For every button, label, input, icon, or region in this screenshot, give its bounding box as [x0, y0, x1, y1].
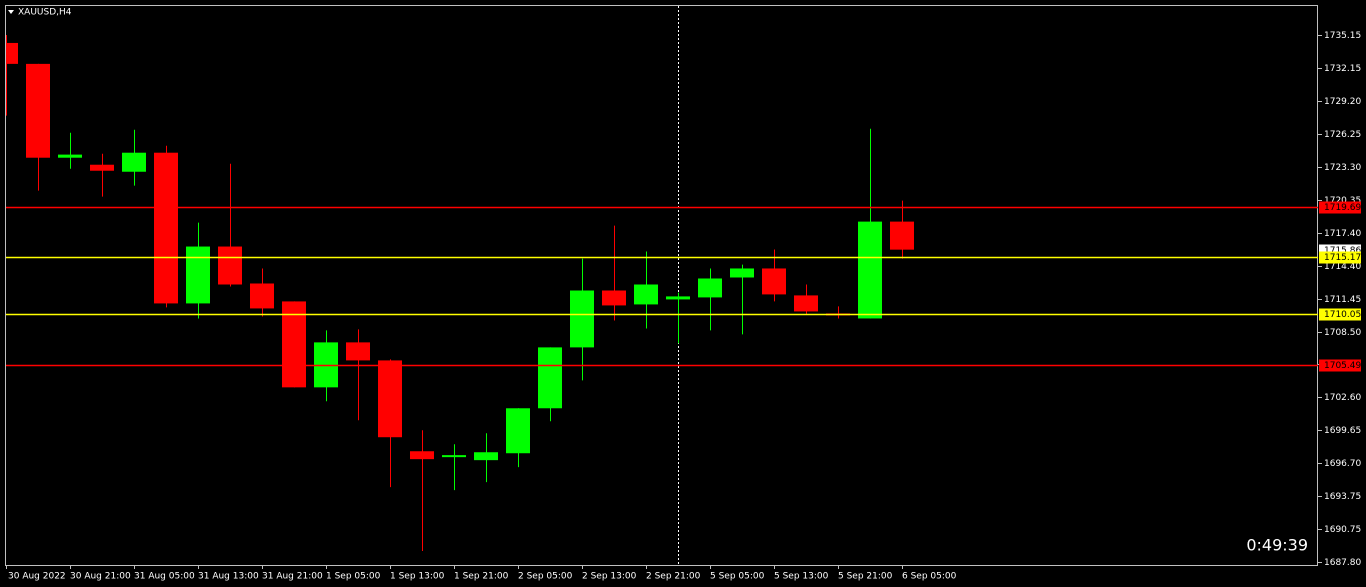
y-tick-label: 1729.20 — [1324, 97, 1361, 107]
x-tick-label: 30 Aug 2022 — [8, 572, 66, 582]
x-tick-label: 1 Sep 21:00 — [454, 572, 509, 582]
candle-body — [346, 342, 370, 361]
y-tick-label: 1708.50 — [1324, 328, 1361, 338]
candle-body — [794, 295, 818, 312]
candle-body — [570, 290, 594, 348]
price-level-box — [1319, 201, 1361, 214]
candle-body — [602, 290, 626, 306]
price-level-label: 1715.17 — [1324, 253, 1361, 263]
y-tick-label: 1699.65 — [1324, 426, 1361, 436]
y-tick-label: 1714.40 — [1324, 262, 1361, 272]
candle-body — [6, 42, 18, 64]
price-level-box — [1319, 251, 1361, 264]
current-price-label: 1715.86 — [1324, 246, 1361, 256]
candle-body — [762, 268, 786, 295]
y-tick-label: 1696.70 — [1324, 459, 1361, 469]
candle-body — [474, 452, 498, 461]
candle-body — [634, 284, 658, 305]
y-tick-label: 1717.40 — [1324, 229, 1361, 239]
x-tick-label: 2 Sep 21:00 — [646, 572, 701, 582]
bar-timer: 0:49:39 — [1246, 536, 1308, 555]
x-tick-label: 1 Sep 13:00 — [390, 572, 445, 582]
y-tick-label: 1702.60 — [1324, 393, 1361, 403]
candle-body — [250, 283, 274, 309]
candle-body — [378, 360, 402, 438]
candle-body — [410, 451, 434, 460]
candle-body — [858, 221, 882, 319]
x-tick-label: 5 Sep 21:00 — [838, 572, 893, 582]
menu-arrow[interactable] — [8, 10, 14, 14]
price-level-label: 1705.49 — [1324, 361, 1361, 371]
candle-body — [890, 221, 914, 250]
x-tick-label: 30 Aug 21:00 — [70, 572, 131, 582]
x-tick-label: 2 Sep 13:00 — [582, 572, 637, 582]
price-level-box — [1319, 359, 1361, 372]
price-level-label: 1710.05 — [1324, 310, 1361, 320]
symbol-title: XAUUSD,H4 — [18, 8, 72, 18]
y-tick-label: 1735.15 — [1324, 31, 1361, 41]
x-tick-label: 2 Sep 05:00 — [518, 572, 573, 582]
x-tick-label: 31 Aug 21:00 — [262, 572, 323, 582]
candle-body — [666, 296, 690, 300]
candle-body — [58, 154, 82, 158]
candle-body — [698, 278, 722, 298]
x-tick-label: 6 Sep 05:00 — [902, 572, 957, 582]
price-level-label: 1719.69 — [1324, 203, 1361, 213]
x-tick-label: 5 Sep 05:00 — [710, 572, 765, 582]
candle-body — [538, 347, 562, 409]
y-tick-label: 1687.80 — [1324, 558, 1361, 568]
y-tick-label: 1690.75 — [1324, 525, 1361, 535]
y-tick-label: 1711.45 — [1324, 295, 1361, 305]
x-tick-label: 1 Sep 05:00 — [326, 572, 381, 582]
candle-body — [154, 152, 178, 304]
candle-body — [730, 268, 754, 278]
y-tick-label: 1693.75 — [1324, 492, 1361, 502]
candle-body — [282, 301, 306, 388]
candle-body — [186, 246, 210, 304]
y-tick-label: 1723.30 — [1324, 163, 1361, 173]
y-tick-label: 1720.35 — [1324, 196, 1361, 206]
y-tick-label: 1726.25 — [1324, 130, 1361, 140]
x-tick-label: 31 Aug 13:00 — [198, 572, 259, 582]
y-tick-label: 1732.15 — [1324, 64, 1361, 74]
candle-body — [26, 63, 50, 158]
candle-body — [122, 152, 146, 172]
plot-frame — [5, 5, 1318, 566]
x-tick-label: 5 Sep 13:00 — [774, 572, 829, 582]
candle-body — [218, 246, 242, 285]
candle-body — [442, 455, 466, 458]
candle-body — [506, 408, 530, 454]
price-level-box — [1319, 308, 1361, 321]
candle-body — [90, 164, 114, 171]
x-tick-label: 31 Aug 05:00 — [134, 572, 195, 582]
